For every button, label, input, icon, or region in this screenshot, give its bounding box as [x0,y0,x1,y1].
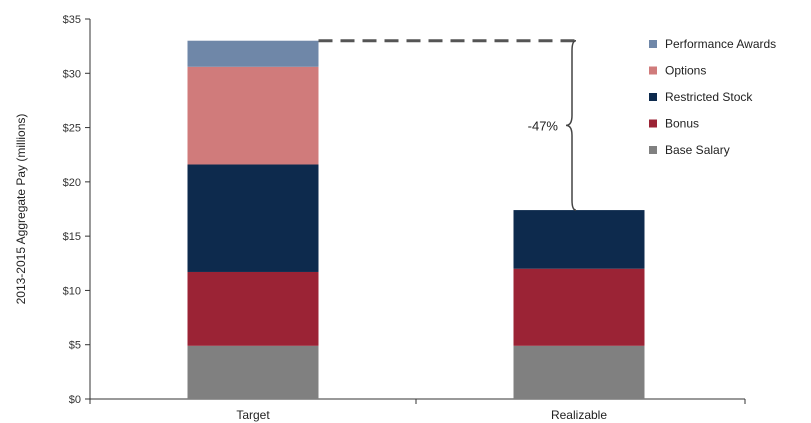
legend-swatch-base-salary [649,146,657,154]
legend-label-bonus: Bonus [665,117,699,131]
legend-label-options: Options [665,64,706,78]
legend-label-restricted-stock: Restricted Stock [665,90,753,104]
legend: Performance Awards Options Restricted Stoc… [649,37,776,157]
x-category-label: Realizable [551,408,607,422]
legend-label-base-salary: Base Salary [665,143,730,157]
change-annotation: -47% [319,41,580,210]
y-tick-label: $0 [69,394,81,406]
y-tick-label: $10 [63,285,81,297]
bar-segment-bonus-realizable [514,269,645,346]
bar-segment-performance-awards-target [188,41,319,67]
y-tick-label: $35 [63,14,81,26]
legend-label-performance-awards: Performance Awards [665,37,776,51]
legend-swatch-bonus [649,120,657,128]
x-category-label: Target [236,408,270,422]
bar-segment-bonus-target [188,272,319,346]
y-tick-label: $15 [63,231,81,243]
difference-brace [566,41,576,210]
bars [188,41,645,399]
legend-swatch-performance-awards [649,40,657,48]
y-tick-label: $5 [69,340,81,352]
bar-segment-base-salary-realizable [514,346,645,399]
percent-change-label: -47% [528,118,559,133]
category-labels: Target Realizable [236,408,607,422]
bar-segment-base-salary-target [188,346,319,399]
legend-swatch-options [649,67,657,75]
y-axis-title: 2013-2015 Aggregate Pay (millions) [14,114,28,305]
bar-segment-options-target [188,67,319,165]
y-tick-label: $20 [63,177,81,189]
bar-segment-restricted-stock-target [188,164,319,271]
legend-swatch-restricted-stock [649,93,657,101]
y-tick-label: $25 [63,123,81,135]
bar-segment-restricted-stock-realizable [514,210,645,269]
y-tick-label: $30 [63,68,81,80]
